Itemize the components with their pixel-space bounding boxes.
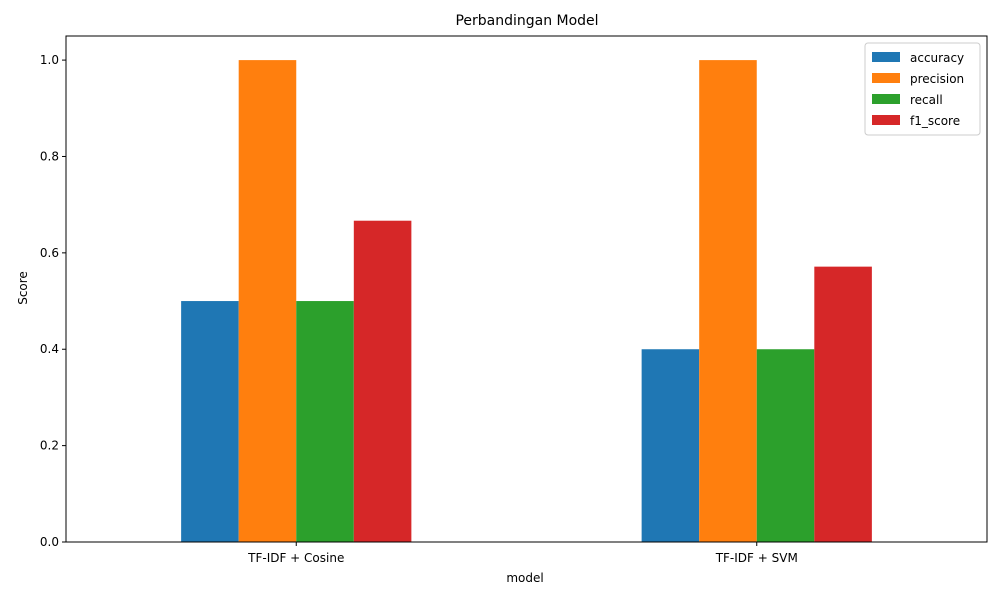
legend-swatch-accuracy — [872, 52, 900, 62]
chart-title: Perbandingan Model — [455, 13, 598, 29]
y-tick-label-1: 0.2 — [40, 439, 59, 453]
bar-recall-1 — [756, 349, 815, 542]
bar-accuracy-1 — [641, 349, 700, 542]
axes-group: 0.0 0.2 0.4 0.6 0.8 1.0 TF-IDF + Cosine TF-IDF … — [40, 35, 988, 565]
x-tick-label-1: TF-IDF + SVM — [715, 551, 798, 565]
bar-f1_score-1 — [814, 266, 872, 542]
bar-f1_score-0 — [353, 220, 412, 542]
legend-label-precision: precision — [910, 72, 964, 86]
bar-recall-0 — [296, 301, 354, 542]
bar-accuracy-0 — [181, 301, 239, 542]
legend-label-accuracy: accuracy — [910, 51, 964, 65]
legend-swatch-precision — [872, 73, 900, 83]
bar-precision-0 — [238, 60, 297, 542]
legend: accuracy precision recall f1_score — [864, 42, 981, 136]
plot-frame — [65, 35, 988, 543]
bars-group — [181, 60, 872, 542]
y-tick-label-3: 0.6 — [40, 246, 59, 260]
bar-precision-1 — [699, 60, 757, 542]
y-tick-label-2: 0.4 — [40, 342, 59, 356]
legend-label-recall: recall — [910, 93, 943, 107]
y-axis-label: Score — [16, 271, 30, 305]
x-tick-label-0: TF-IDF + Cosine — [247, 551, 344, 565]
y-tick-label-5: 1.0 — [40, 53, 59, 67]
x-axis-label: model — [506, 571, 543, 585]
legend-swatch-recall — [872, 94, 900, 104]
legend-box — [864, 42, 981, 136]
y-tick-label-0: 0.0 — [40, 535, 59, 549]
y-tick-label-4: 0.8 — [40, 149, 59, 163]
legend-label-f1_score: f1_score — [910, 114, 960, 128]
legend-swatch-f1_score — [872, 115, 900, 125]
